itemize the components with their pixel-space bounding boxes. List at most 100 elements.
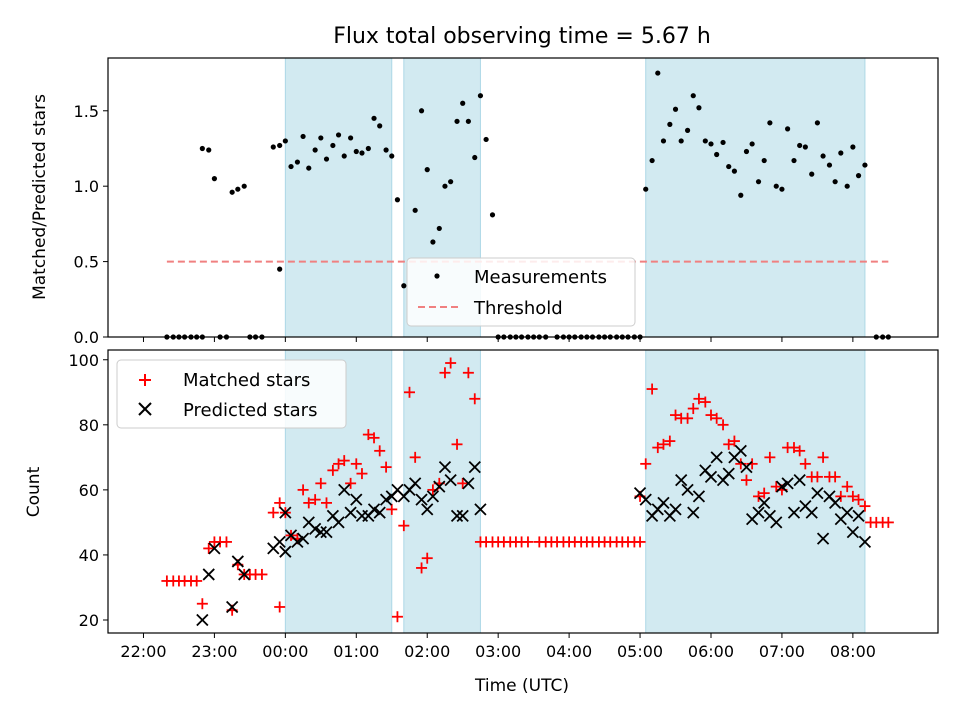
predicted-star-point [373, 506, 386, 519]
predicted-star-point [344, 506, 357, 519]
x-tick-label: 01:00 [333, 642, 379, 661]
predicted-star-point [309, 522, 322, 536]
matched-star-point [256, 568, 268, 580]
measurement-point [773, 183, 779, 189]
top-y-ticks: 0.0 0.5 1.0 1.5 [74, 102, 108, 347]
measurement-point [442, 183, 448, 189]
predicted-star-point [805, 506, 818, 519]
predicted-star-point [415, 493, 428, 506]
predicted-star-point [202, 568, 215, 581]
x-tick-label: 04:00 [546, 642, 592, 661]
measurement-point [306, 165, 312, 171]
matched-star-point [853, 494, 865, 506]
predicted-star-point [350, 493, 363, 506]
measurement-point [235, 186, 241, 192]
measurement-point [472, 154, 478, 161]
measurement-point [454, 118, 460, 124]
matched-star-point [303, 497, 315, 509]
matched-star-point [403, 386, 415, 398]
measurement-point [708, 141, 714, 147]
measurement-point [436, 225, 442, 232]
matched-star-point [788, 442, 800, 454]
x-axis-label: Time (UTC) [474, 676, 569, 696]
measurement-point [383, 147, 389, 153]
predicted-star-point [722, 467, 735, 480]
matched-star-point [811, 471, 823, 483]
predicted-star-point [846, 526, 860, 539]
measurement-point [655, 70, 661, 76]
x-tick-label: 08:00 [830, 642, 876, 661]
measurement-point [199, 145, 205, 152]
shaded-interval-2 [645, 57, 866, 338]
predicted-star-point [740, 460, 753, 474]
matched-star-point [687, 403, 699, 415]
predicted-star-point [858, 535, 872, 549]
matched-star-point [416, 562, 428, 574]
predicted-star-point [208, 542, 221, 555]
top-x-ticks [142, 337, 854, 342]
measurement-point [702, 138, 708, 144]
matched-star-point [327, 464, 339, 476]
bottom-shaded-regions [284, 349, 866, 634]
matched-star-point [362, 429, 374, 441]
matched-star-point [469, 393, 481, 405]
matched-star-point [421, 552, 433, 564]
matched-star-point [723, 438, 735, 450]
matched-star-point [274, 497, 286, 509]
predicted-star-point [444, 473, 457, 487]
matched-star-point [356, 468, 368, 480]
legend-marker-matched [139, 374, 151, 386]
matched-star-point [835, 490, 847, 502]
measurement-point [791, 157, 797, 164]
predicted-star-point [816, 532, 830, 545]
predicted-star-point [338, 483, 351, 497]
predicted-star-point [433, 480, 446, 493]
matched-star-point [640, 458, 652, 470]
predicted-star-point [770, 516, 783, 529]
matched-star-point [368, 432, 380, 444]
matched-star-point [829, 471, 841, 483]
matched-star-point [652, 442, 664, 454]
matched-star-point [634, 536, 646, 548]
predicted-star-point [841, 506, 854, 519]
matched-star-point [794, 445, 806, 457]
matched-star-point [386, 503, 398, 515]
measurement-point [341, 153, 347, 159]
chart-title: Flux total observing time = 5.67 h [333, 24, 711, 49]
measurement-point [660, 138, 667, 144]
predicted-star-point [752, 506, 765, 519]
measurement-point [797, 142, 803, 149]
measurement-point [826, 162, 833, 168]
shaded-interval-1 [403, 349, 481, 634]
top-legend: Measurements Threshold [406, 257, 636, 327]
predicted-star-point [787, 506, 801, 519]
matched-star-point [320, 497, 332, 509]
shaded-interval-2 [645, 349, 866, 634]
measurement-point [738, 192, 744, 198]
legend-label-matched: Matched stars [183, 370, 310, 391]
matched-star-point [451, 438, 463, 450]
measurement-point [348, 135, 354, 141]
predicted-star-point [456, 509, 469, 523]
legend-label-predicted: Predicted stars [183, 400, 317, 421]
measurement-point [412, 207, 418, 213]
matched-star-point [758, 487, 770, 499]
measurement-point [643, 186, 649, 192]
measurement-point [809, 171, 815, 177]
measurement-point [779, 186, 785, 192]
predicted-star-point [710, 451, 723, 464]
matched-star-point [338, 455, 350, 467]
measurement-point [850, 144, 856, 150]
predicted-stars-points [196, 444, 872, 627]
matched-star-point [693, 393, 705, 405]
top-y-axis-label: Matched/Predicted stars [30, 94, 50, 300]
predicted-star-point [639, 493, 652, 506]
predicted-star-point [291, 535, 304, 549]
measurement-point [353, 148, 359, 155]
predicted-star-point [426, 490, 440, 503]
predicted-star-point [379, 493, 393, 506]
matched-star-point [445, 357, 457, 369]
matched-star-point [380, 461, 392, 473]
shaded-interval-0 [284, 57, 393, 338]
measurement-point [489, 212, 496, 218]
